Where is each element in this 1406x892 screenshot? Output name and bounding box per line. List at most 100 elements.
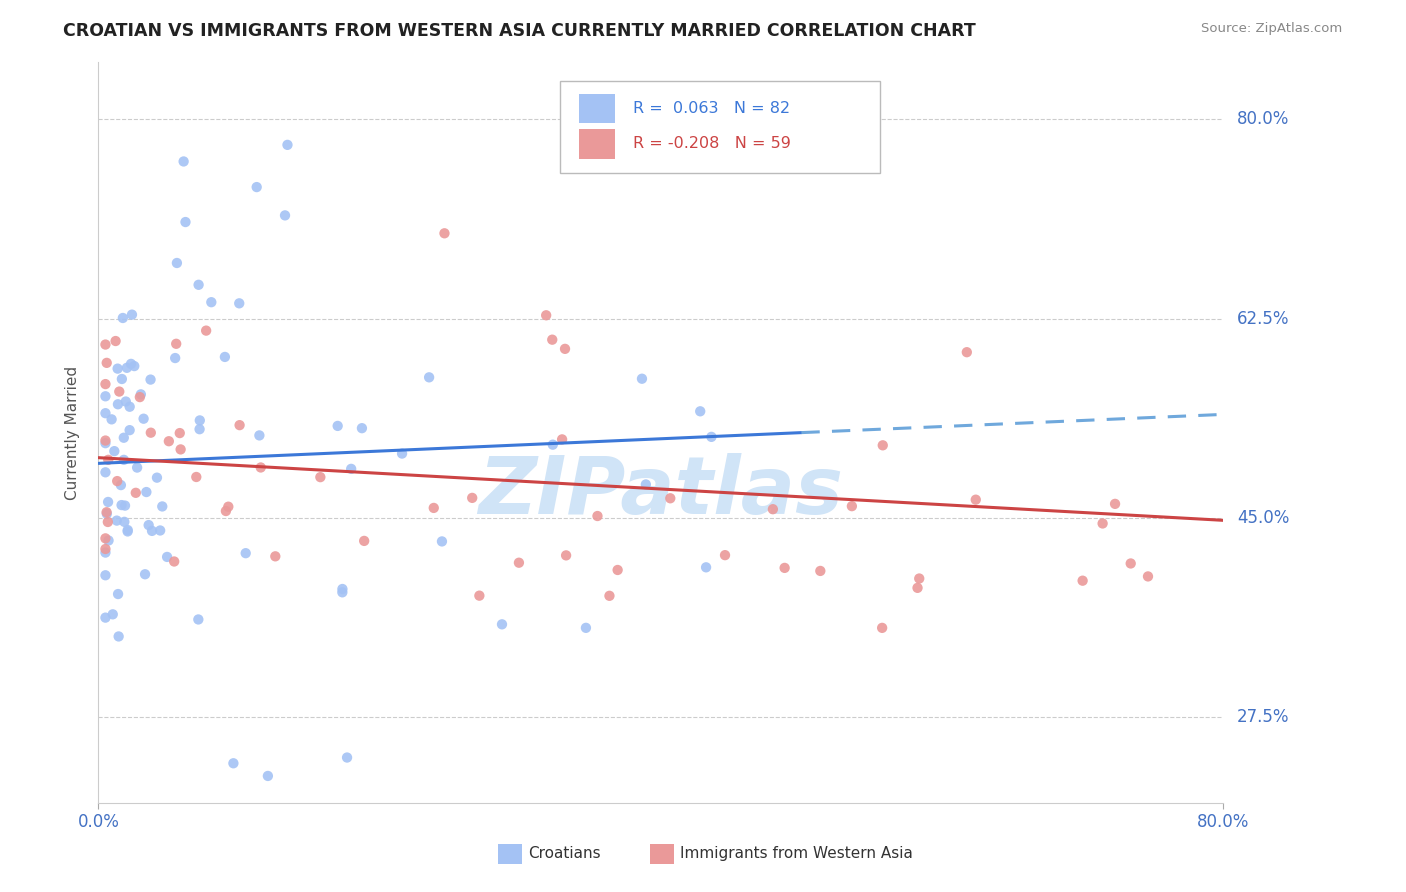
Point <box>134 567 156 582</box>
Point <box>112 431 135 445</box>
Text: R =  0.063   N = 82: R = 0.063 N = 82 <box>633 101 790 116</box>
Point <box>249 460 271 475</box>
Point <box>491 617 513 632</box>
Point <box>97 515 120 529</box>
Point <box>1119 557 1142 571</box>
Point <box>965 492 987 507</box>
Point <box>309 470 332 484</box>
Point <box>391 446 413 460</box>
Point <box>165 336 187 351</box>
Point <box>97 533 120 548</box>
Point <box>773 561 796 575</box>
Point <box>541 333 564 347</box>
Point <box>195 324 218 338</box>
Point <box>332 582 354 596</box>
Point <box>841 499 863 513</box>
Point <box>138 518 160 533</box>
Point <box>551 433 574 447</box>
Point <box>173 154 195 169</box>
Point <box>169 442 191 457</box>
Point <box>146 470 169 484</box>
Point <box>555 549 578 563</box>
Point <box>115 360 138 375</box>
Point <box>336 750 359 764</box>
Point <box>1091 516 1114 531</box>
Point <box>100 412 122 426</box>
Point <box>156 549 179 564</box>
Point <box>228 418 250 433</box>
Point <box>97 495 120 509</box>
Text: R = -0.208   N = 59: R = -0.208 N = 59 <box>633 136 790 152</box>
Point <box>872 438 894 452</box>
Point <box>96 505 118 519</box>
Point <box>870 621 893 635</box>
Point <box>247 428 270 442</box>
Point <box>340 462 363 476</box>
Point <box>112 453 135 467</box>
Point <box>257 769 280 783</box>
Point <box>139 425 162 440</box>
Point <box>94 610 117 624</box>
Point <box>94 532 117 546</box>
Point <box>1071 574 1094 588</box>
Point <box>659 491 682 506</box>
Point <box>634 477 657 491</box>
Text: Source: ZipAtlas.com: Source: ZipAtlas.com <box>1202 22 1343 36</box>
Point <box>96 356 118 370</box>
Point <box>120 357 142 371</box>
Point <box>150 500 173 514</box>
Point <box>125 485 148 500</box>
FancyBboxPatch shape <box>579 94 614 123</box>
Point <box>132 411 155 425</box>
Point <box>700 430 723 444</box>
FancyBboxPatch shape <box>498 844 523 864</box>
Point <box>111 310 134 325</box>
Point <box>433 227 456 241</box>
Point <box>353 533 375 548</box>
Point <box>110 498 132 512</box>
FancyBboxPatch shape <box>650 844 675 864</box>
Point <box>94 545 117 559</box>
Point <box>108 384 131 399</box>
Point <box>107 630 129 644</box>
Text: ZIPatlas: ZIPatlas <box>478 453 844 531</box>
Point <box>187 277 209 292</box>
Point <box>214 350 236 364</box>
Point <box>107 587 129 601</box>
Point <box>101 607 124 622</box>
Point <box>129 387 152 401</box>
Point <box>235 546 257 560</box>
Point <box>141 524 163 538</box>
Y-axis label: Currently Married: Currently Married <box>65 366 80 500</box>
Text: 45.0%: 45.0% <box>1237 509 1289 527</box>
Point <box>1104 497 1126 511</box>
Point <box>350 421 373 435</box>
Point <box>94 568 117 582</box>
Point <box>461 491 484 505</box>
Point <box>200 295 222 310</box>
Text: 27.5%: 27.5% <box>1237 708 1289 726</box>
Point <box>330 585 353 599</box>
Point <box>165 351 187 365</box>
Point <box>423 500 446 515</box>
Point <box>222 756 245 771</box>
Point <box>107 361 129 376</box>
Point <box>94 337 117 351</box>
Point <box>127 460 149 475</box>
Point <box>586 508 609 523</box>
Point <box>97 452 120 467</box>
Point <box>94 377 117 392</box>
Point <box>534 308 557 322</box>
Point <box>117 523 139 537</box>
Point <box>139 373 162 387</box>
Point <box>762 502 785 516</box>
Point <box>169 426 191 441</box>
Point <box>276 137 298 152</box>
Text: CROATIAN VS IMMIGRANTS FROM WESTERN ASIA CURRENTLY MARRIED CORRELATION CHART: CROATIAN VS IMMIGRANTS FROM WESTERN ASIA… <box>63 22 976 40</box>
Point <box>808 564 831 578</box>
Point <box>274 208 297 222</box>
Point <box>430 534 453 549</box>
Point <box>118 423 141 437</box>
Point <box>94 406 117 420</box>
Point <box>541 438 564 452</box>
